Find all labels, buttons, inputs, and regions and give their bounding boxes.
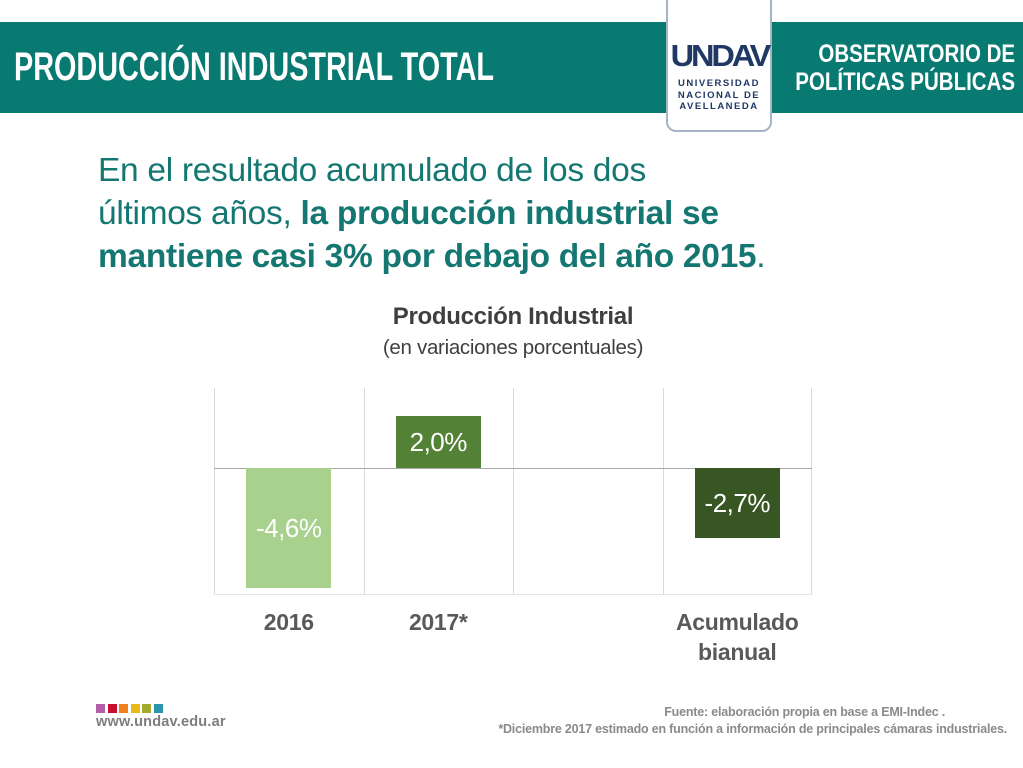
- footer-color-dots: [96, 704, 163, 713]
- category-label: 2017*: [408, 609, 468, 635]
- website-url: www.undav.edu.ar: [96, 714, 226, 730]
- plot-bottom-line: [214, 594, 812, 595]
- category-label: Acumulado bianual: [675, 609, 799, 665]
- bar-2016: -4,6%: [246, 468, 332, 588]
- bar-value-label: -2,7%: [704, 487, 771, 518]
- org-name-line2: POLÍTICAS PÚBLICAS: [795, 67, 1015, 96]
- headline-line: mantiene casi 3% por debajo del año 2015…: [98, 238, 766, 275]
- footer-dot-icon: [96, 704, 105, 713]
- header-org-name: OBSERVATORIO DE POLÍTICAS PÚBLICAS: [795, 22, 1015, 113]
- chart-subtitle: (en variaciones porcentuales): [382, 336, 644, 359]
- vertical-gridline: [214, 388, 215, 595]
- bar-Acumulado bianual: -2,7%: [694, 468, 780, 538]
- vertical-gridline: [663, 388, 664, 595]
- bar-value-label: -4,6%: [256, 512, 322, 543]
- footer-dot-icon: [119, 704, 128, 713]
- institution-line: UNIVERSIDAD: [678, 78, 760, 89]
- institution-line: NACIONAL DE: [677, 89, 761, 101]
- chart-category-axis: 2016 2017* Acumulado bianual: [214, 607, 812, 677]
- undav-logo: UNDAV UNIVERSIDAD NACIONAL DE AVELLANEDA: [666, 0, 772, 132]
- bar-value-label: 2,0%: [409, 426, 468, 457]
- footer-dot-icon: [153, 704, 163, 713]
- footer-dot-icon: [107, 704, 117, 713]
- org-name-line1: OBSERVATORIO DE: [818, 39, 1015, 68]
- chart-plot: -4,6% 2,0% -2,7%: [214, 388, 812, 595]
- undav-wordmark-icon: UNDAV: [670, 38, 771, 73]
- source-note-line1: Fuente: elaboración propia en base a EMI…: [664, 705, 945, 719]
- footer-dot-icon: [142, 704, 151, 713]
- zero-axis-line: [214, 468, 812, 469]
- institution-line: AVELLANEDA: [679, 101, 759, 112]
- vertical-gridline: [513, 388, 514, 595]
- headline-line: últimos años, la producción industrial s…: [98, 195, 719, 232]
- headline-line: En el resultado acumulado de los dos: [98, 152, 646, 189]
- headline-paragraph: En el resultado acumulado de los dos últi…: [98, 149, 766, 278]
- source-note-line2: *Diciembre 2017 estimado en función a in…: [498, 722, 1007, 736]
- vertical-gridline: [364, 388, 365, 595]
- vertical-gridline: [811, 388, 812, 595]
- bar-2017*: 2,0%: [395, 416, 481, 468]
- page-title: PRODUCCIÓN INDUSTRIAL TOTAL: [14, 45, 495, 89]
- header-bar: [0, 22, 1023, 113]
- category-label: 2016: [263, 609, 314, 635]
- footer-dot-icon: [130, 704, 140, 713]
- chart-title: Producción Industrial: [392, 303, 634, 330]
- chart-header: Producción Industrial (en variaciones po…: [214, 303, 812, 360]
- undav-institution-name: UNIVERSIDAD NACIONAL DE AVELLANEDA: [678, 78, 760, 113]
